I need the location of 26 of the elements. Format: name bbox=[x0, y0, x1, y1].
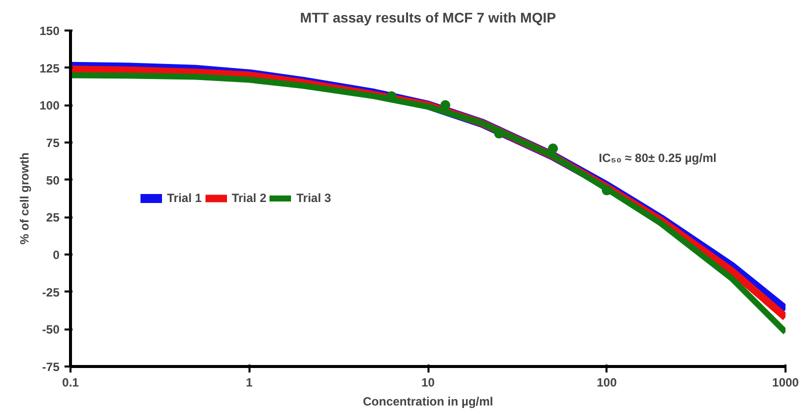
point bbox=[548, 143, 558, 154]
y-axis-title: % of cell growth bbox=[17, 152, 32, 244]
legend-label: Trial 2 bbox=[232, 191, 266, 205]
point bbox=[440, 100, 450, 110]
y-tick-label: -75 bbox=[42, 360, 60, 374]
x-tick-label: 1000 bbox=[772, 376, 800, 390]
x-tick-label: 1 bbox=[246, 376, 253, 390]
x-tick-label: 0.1 bbox=[62, 376, 80, 390]
y-tick-label: 125 bbox=[39, 61, 60, 76]
y-tick-label: 0 bbox=[52, 248, 60, 262]
y-tick-label: 25 bbox=[46, 210, 60, 225]
x-axis-title: Concentration in µg/ml bbox=[362, 394, 494, 408]
legend-label: Trial 1 bbox=[167, 191, 202, 205]
annotation: IC₅₀ ≈ 80± 0.25 µg/ml bbox=[598, 150, 716, 165]
point bbox=[494, 128, 504, 139]
y-tick-label: 75 bbox=[46, 136, 60, 150]
y-tick-label: -25 bbox=[42, 285, 60, 300]
point bbox=[602, 185, 612, 196]
y-tick-label: 100 bbox=[39, 98, 60, 113]
y-tick-label: 150 bbox=[39, 24, 60, 38]
x-tick-label: 10 bbox=[421, 376, 435, 390]
y-tick-label: 50 bbox=[46, 173, 60, 188]
y-tick-label: -50 bbox=[42, 322, 60, 337]
legend-label: Trial 3 bbox=[296, 191, 332, 205]
chart-title: MTT assay results of MCF 7 with MQIP bbox=[300, 10, 556, 26]
x-tick-label: 100 bbox=[596, 376, 618, 390]
